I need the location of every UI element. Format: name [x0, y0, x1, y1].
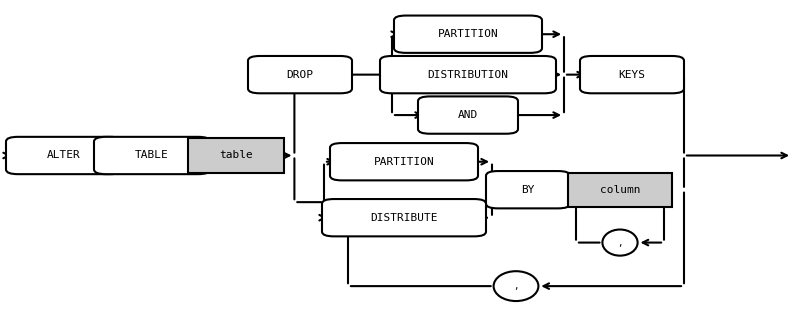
- Text: KEYS: KEYS: [618, 70, 646, 80]
- Text: ,: ,: [618, 238, 622, 248]
- FancyBboxPatch shape: [394, 16, 542, 53]
- FancyBboxPatch shape: [568, 173, 672, 207]
- Text: column: column: [600, 185, 640, 195]
- Text: table: table: [219, 151, 253, 160]
- Text: DISTRIBUTION: DISTRIBUTION: [427, 70, 509, 80]
- FancyBboxPatch shape: [248, 56, 352, 93]
- FancyBboxPatch shape: [330, 143, 478, 180]
- FancyBboxPatch shape: [6, 137, 122, 174]
- Text: BY: BY: [522, 185, 534, 195]
- Ellipse shape: [494, 271, 538, 301]
- Text: PARTITION: PARTITION: [374, 157, 434, 167]
- Text: DROP: DROP: [286, 70, 314, 80]
- Text: ,: ,: [514, 281, 518, 291]
- FancyBboxPatch shape: [188, 138, 284, 173]
- FancyBboxPatch shape: [580, 56, 684, 93]
- Text: DISTRIBUTE: DISTRIBUTE: [370, 213, 438, 223]
- Text: PARTITION: PARTITION: [438, 29, 498, 39]
- FancyBboxPatch shape: [322, 199, 486, 236]
- FancyBboxPatch shape: [486, 171, 570, 208]
- FancyBboxPatch shape: [418, 96, 518, 134]
- Text: ALTER: ALTER: [47, 151, 81, 160]
- Text: AND: AND: [458, 110, 478, 120]
- Ellipse shape: [602, 230, 638, 256]
- FancyBboxPatch shape: [94, 137, 210, 174]
- Text: TABLE: TABLE: [135, 151, 169, 160]
- FancyBboxPatch shape: [380, 56, 556, 93]
